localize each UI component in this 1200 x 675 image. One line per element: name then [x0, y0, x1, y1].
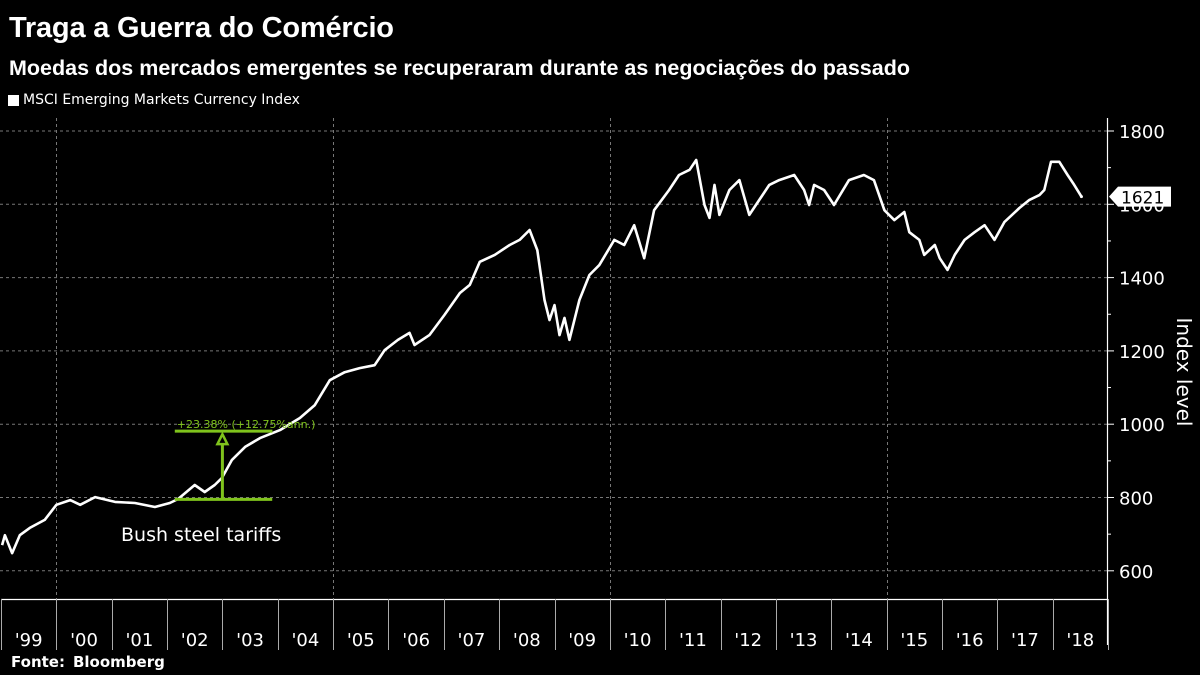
- source: Fonte: Bloomberg: [11, 653, 165, 671]
- annotation-change-text: +23.38% (+12.75%ann.): [177, 418, 316, 431]
- x-tick-label: '09: [568, 630, 596, 651]
- x-tick-label: '05: [347, 630, 375, 651]
- y-tick-label: 1800: [1119, 122, 1165, 143]
- x-tick-label: '03: [236, 630, 264, 651]
- x-tick-label: '11: [679, 630, 707, 651]
- x-tick-label: '99: [15, 630, 43, 651]
- series-line: [0, 158, 1083, 555]
- x-tick-label: '01: [125, 630, 153, 651]
- y-tick-label: 1200: [1119, 342, 1165, 363]
- source-label: Fonte:: [11, 653, 65, 671]
- legend-label: MSCI Emerging Markets Currency Index: [23, 92, 300, 108]
- y-tick-label: 1000: [1119, 415, 1165, 436]
- x-tick-label: '13: [790, 630, 818, 651]
- x-tick-label: '04: [291, 630, 319, 651]
- chart-title: Traga a Guerra do Comércio: [9, 12, 394, 44]
- x-tick-label: '17: [1011, 630, 1039, 651]
- x-tick-label: '02: [181, 630, 209, 651]
- x-tick-label: '00: [70, 630, 98, 651]
- y-tick-label: 600: [1119, 562, 1153, 583]
- x-tick-label: '10: [624, 630, 652, 651]
- y-tick-label: 800: [1119, 489, 1153, 510]
- chart-subtitle: Moedas dos mercados emergentes se recupe…: [9, 56, 910, 80]
- y-axis: 600800100012001400160018001621: [1106, 118, 1171, 645]
- annotation-label: Bush steel tariffs: [121, 524, 281, 546]
- x-tick-label: '08: [513, 630, 541, 651]
- x-tick-label: '12: [734, 630, 762, 651]
- x-tick-label: '06: [402, 630, 430, 651]
- last-value-label: 1621: [1121, 189, 1164, 209]
- annotation-layer: +23.38% (+12.75%ann.) Bush steel tariffs: [121, 418, 315, 546]
- legend-swatch: [8, 94, 19, 106]
- last-value-tag: [1109, 186, 1171, 207]
- y-tick-label: 1400: [1119, 269, 1165, 290]
- legend: MSCI Emerging Markets Currency Index: [8, 92, 300, 108]
- last-point: [1079, 195, 1083, 199]
- grid: [0, 118, 1107, 599]
- x-tick-label: '15: [900, 630, 928, 651]
- x-tick-label: '14: [845, 630, 873, 651]
- x-axis: '99 '00 '01 '02 '03 '04 '05 '06 '07 '08 '09 '10 '11 '…: [1, 598, 1109, 651]
- y-axis-title: Index level: [1172, 318, 1196, 427]
- x-tick-label: '18: [1066, 630, 1094, 651]
- x-tick-label: '16: [956, 630, 984, 651]
- annotation-arrow-head: [215, 431, 230, 446]
- x-tick-label: '07: [458, 630, 486, 651]
- series-layer: [0, 158, 1083, 555]
- source-name: Bloomberg: [72, 653, 165, 671]
